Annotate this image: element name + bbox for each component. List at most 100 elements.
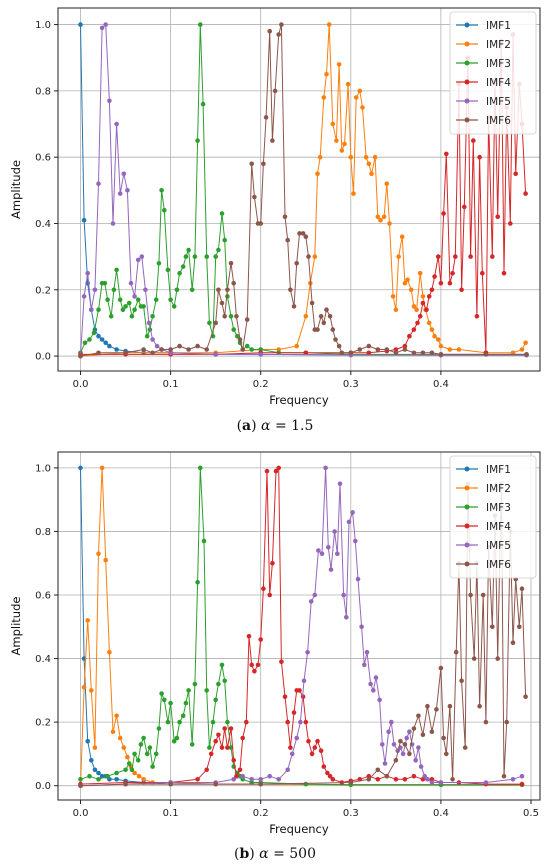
data-point bbox=[402, 347, 408, 352]
data-point bbox=[159, 347, 164, 352]
data-point bbox=[372, 154, 378, 160]
data-point bbox=[330, 777, 336, 782]
legend-entry: IMF2 bbox=[486, 39, 511, 51]
data-point bbox=[114, 713, 119, 719]
legend-marker bbox=[464, 485, 470, 491]
data-point bbox=[258, 221, 264, 226]
data-point bbox=[462, 745, 468, 750]
data-point bbox=[344, 615, 349, 620]
data-point bbox=[288, 745, 293, 750]
data-point bbox=[407, 751, 412, 757]
data-point bbox=[380, 742, 385, 747]
plot-frame-a bbox=[57, 7, 541, 372]
data-point bbox=[168, 700, 173, 706]
data-point bbox=[276, 777, 282, 782]
data-point bbox=[174, 287, 180, 293]
data-point bbox=[501, 270, 507, 276]
data-point bbox=[244, 719, 249, 725]
data-point bbox=[228, 314, 234, 319]
data-point bbox=[168, 347, 173, 352]
data-point bbox=[78, 783, 83, 788]
data-point bbox=[366, 161, 372, 167]
legend-entry: IMF5 bbox=[486, 540, 511, 552]
data-point bbox=[258, 352, 264, 357]
data-point bbox=[99, 465, 105, 471]
data-point bbox=[508, 221, 513, 226]
data-point bbox=[132, 294, 137, 299]
data-point bbox=[261, 586, 266, 591]
data-point bbox=[468, 254, 473, 259]
data-point bbox=[85, 738, 90, 744]
data-point bbox=[298, 719, 303, 725]
data-point bbox=[368, 681, 373, 687]
data-point bbox=[510, 640, 516, 645]
data-point bbox=[267, 28, 273, 34]
data-point bbox=[348, 154, 354, 160]
data-point bbox=[143, 287, 148, 293]
data-point bbox=[135, 297, 141, 303]
data-point bbox=[366, 343, 372, 349]
data-point bbox=[411, 327, 417, 332]
series-imf6-a bbox=[78, 22, 529, 359]
legend-entry: IMF6 bbox=[486, 115, 511, 127]
data-point bbox=[316, 548, 321, 553]
data-point bbox=[390, 294, 396, 299]
data-point bbox=[309, 300, 315, 306]
data-point bbox=[317, 154, 323, 160]
data-point bbox=[407, 333, 412, 339]
data-point bbox=[336, 62, 342, 67]
data-point bbox=[156, 726, 162, 731]
data-point bbox=[121, 745, 127, 750]
data-point bbox=[195, 580, 200, 585]
data-point bbox=[483, 780, 489, 785]
data-point bbox=[177, 343, 182, 349]
data-point bbox=[416, 713, 421, 719]
data-point bbox=[389, 719, 394, 725]
data-point bbox=[186, 247, 191, 253]
caption-symbol-a: α bbox=[261, 418, 271, 434]
data-point bbox=[107, 649, 112, 655]
data-point bbox=[99, 25, 105, 31]
data-point bbox=[267, 773, 273, 779]
data-point bbox=[222, 726, 227, 731]
data-point bbox=[168, 781, 173, 787]
caption-label-a: a bbox=[242, 418, 251, 434]
data-point bbox=[246, 634, 252, 639]
data-point bbox=[312, 745, 318, 750]
data-point bbox=[456, 347, 462, 352]
data-point bbox=[513, 171, 518, 177]
data-point bbox=[162, 697, 167, 703]
data-point bbox=[162, 207, 167, 213]
data-point bbox=[121, 171, 127, 177]
data-point bbox=[177, 270, 182, 276]
data-point bbox=[213, 352, 218, 357]
data-point bbox=[240, 347, 245, 352]
data-point bbox=[270, 560, 275, 566]
data-point bbox=[308, 599, 314, 604]
data-point bbox=[319, 551, 325, 556]
data-point bbox=[305, 649, 310, 655]
legend-marker bbox=[464, 79, 470, 85]
data-point bbox=[312, 592, 318, 598]
data-point bbox=[477, 703, 482, 709]
data-point bbox=[434, 707, 439, 712]
series-imf5-b bbox=[78, 465, 525, 788]
data-point bbox=[107, 98, 112, 104]
data-point bbox=[384, 347, 390, 352]
legend-b: IMF1 IMF2 IMF3 IMF4 IMF5 IMF6 bbox=[449, 455, 537, 579]
x-tick-label: 0.0 bbox=[73, 808, 89, 819]
caption-symbol-b: α bbox=[259, 846, 269, 862]
data-point bbox=[82, 340, 88, 346]
data-point bbox=[523, 191, 528, 196]
legend-a: IMF1 IMF2 IMF3 IMF4 IMF5 IMF6 bbox=[449, 11, 537, 135]
data-point bbox=[189, 287, 195, 293]
data-point bbox=[81, 217, 87, 223]
data-point bbox=[195, 777, 200, 782]
data-point bbox=[417, 314, 423, 319]
data-point bbox=[291, 304, 297, 309]
data-point bbox=[110, 221, 116, 226]
data-point bbox=[125, 754, 130, 760]
data-point bbox=[326, 545, 331, 550]
x-tick-label: 0.3 bbox=[343, 808, 359, 819]
data-point bbox=[114, 347, 119, 352]
